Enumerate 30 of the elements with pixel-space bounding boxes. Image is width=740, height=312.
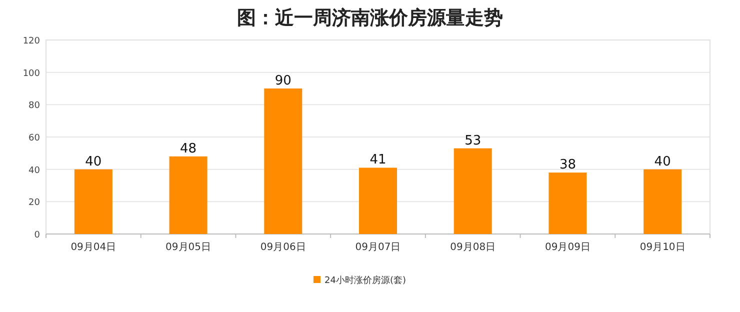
y-tick-label: 100 (22, 68, 40, 79)
bar (264, 88, 302, 234)
data-label: 53 (464, 133, 482, 148)
chart-title: 图：近一周济南涨价房源量走势 (237, 7, 503, 29)
y-tick-label: 60 (28, 134, 40, 144)
bar (74, 169, 112, 234)
y-tick-label: 40 (28, 166, 40, 176)
bar (359, 168, 397, 234)
x-tick-label: 09月07日 (355, 242, 401, 253)
x-tick-label: 09月05日 (166, 242, 212, 253)
legend-label: 24小时涨价房源(套) (324, 275, 406, 286)
data-label: 40 (85, 154, 102, 170)
data-label: 41 (370, 152, 386, 168)
bar (169, 156, 208, 234)
y-tick-label: 120 (22, 36, 40, 46)
x-tick-label: 09月10日 (640, 242, 686, 253)
y-tick-label: 20 (28, 198, 40, 208)
bar (454, 148, 492, 234)
x-tick-label: 09月08日 (450, 242, 496, 253)
data-label: 90 (274, 74, 292, 88)
x-tick-label: 09月09日 (544, 242, 590, 253)
bar (548, 172, 587, 234)
bar (644, 169, 682, 234)
x-tick-label: 09月04日 (70, 242, 116, 253)
x-tick-label: 09月06日 (260, 242, 306, 253)
data-label: 38 (559, 158, 576, 173)
y-tick-label: 80 (28, 101, 40, 112)
data-label: 40 (654, 154, 671, 170)
y-tick-label: 0 (34, 230, 40, 240)
data-label: 48 (180, 141, 197, 156)
